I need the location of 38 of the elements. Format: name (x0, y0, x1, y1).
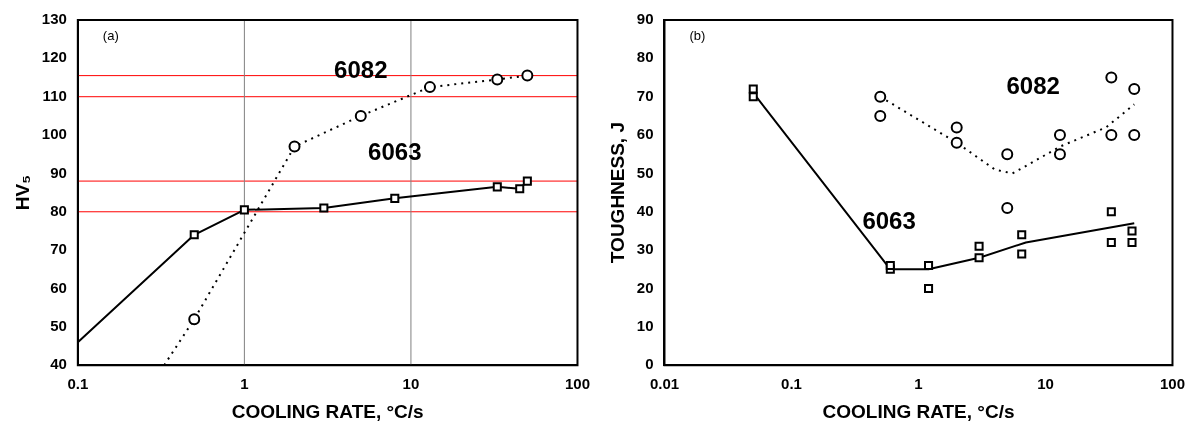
y-tick-label: 110 (42, 86, 67, 104)
series-label: 6063 (368, 137, 422, 165)
annotation: (b) (689, 28, 706, 44)
y-tick-label: 20 (636, 278, 654, 296)
y-tick-label: 90 (636, 10, 654, 28)
x-tick-label: 100 (564, 375, 590, 393)
y-tick-label: 80 (50, 201, 67, 219)
x-axis-title: COOLING RATE, °C/s (231, 400, 424, 422)
y-tick-label: 90 (50, 163, 67, 181)
y-tick-label: 60 (636, 125, 654, 143)
y-tick-label: 50 (636, 163, 654, 181)
x-tick-label: 100 (1159, 375, 1185, 393)
x-tick-label: 10 (402, 375, 420, 393)
y-tick-label: 120 (41, 48, 67, 66)
x-tick-label: 1 (914, 375, 923, 393)
x-tick-label: 0.01 (649, 375, 680, 393)
x-tick-label: 1 (240, 375, 249, 393)
x-axis-title: COOLING RATE, °C/s (822, 400, 1015, 422)
x-tick-label: 10 (1037, 375, 1054, 393)
annotation: (a) (102, 28, 119, 44)
series-label: 6063 (862, 207, 916, 235)
y-tick-label: 100 (41, 125, 67, 143)
x-tick-label: 0.1 (67, 375, 89, 393)
y-axis-title: TOUGHNESS, J (606, 122, 628, 264)
y-tick-label: 40 (636, 201, 654, 219)
y-tick-label: 0 (645, 355, 654, 373)
y-tick-label: 40 (50, 355, 67, 373)
y-tick-label: 60 (50, 278, 67, 296)
y-tick-label: 70 (636, 86, 654, 104)
y-axis-title: HV₅ (11, 175, 33, 211)
y-tick-label: 10 (636, 316, 654, 334)
y-tick-label: 130 (41, 10, 67, 28)
x-tick-label: 0.1 (781, 375, 802, 393)
series-label: 6082 (1006, 71, 1060, 99)
y-tick-label: 70 (50, 240, 67, 258)
y-tick-label: 80 (636, 48, 654, 66)
y-tick-label: 30 (636, 240, 654, 258)
y-tick-label: 50 (50, 316, 67, 334)
